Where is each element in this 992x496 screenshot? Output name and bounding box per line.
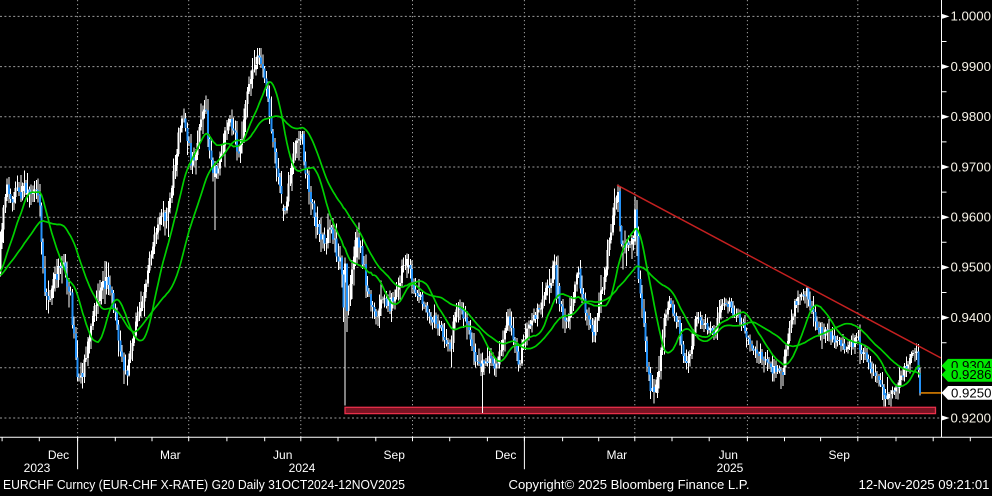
svg-text:0.9286: 0.9286 <box>951 368 992 382</box>
svg-text:Dec: Dec <box>48 448 69 462</box>
svg-text:Jun: Jun <box>273 448 292 462</box>
svg-text:0.9800: 0.9800 <box>951 110 992 124</box>
svg-text:0.9600: 0.9600 <box>951 211 992 225</box>
svg-text:2025: 2025 <box>717 461 744 475</box>
svg-text:2024: 2024 <box>289 461 316 475</box>
svg-text:0.9250: 0.9250 <box>951 386 992 400</box>
svg-text:1.0000: 1.0000 <box>951 10 992 24</box>
svg-text:Copyright© 2025 Bloomberg Fina: Copyright© 2025 Bloomberg Finance L.P. <box>509 477 750 492</box>
svg-text:2023: 2023 <box>24 461 51 475</box>
svg-text:Sep: Sep <box>829 448 851 462</box>
svg-text:0.9900: 0.9900 <box>951 60 992 74</box>
svg-text:Sep: Sep <box>384 448 406 462</box>
svg-text:Dec: Dec <box>495 448 516 462</box>
svg-text:Mar: Mar <box>160 448 181 462</box>
svg-text:0.9200: 0.9200 <box>951 411 992 425</box>
svg-text:Jun: Jun <box>719 448 738 462</box>
svg-text:EURCHF Curncy (EUR-CHF X-RATE): EURCHF Curncy (EUR-CHF X-RATE) G20 Daily… <box>3 477 405 492</box>
svg-text:Mar: Mar <box>606 448 627 462</box>
svg-text:0.9500: 0.9500 <box>951 261 992 275</box>
svg-text:0.9400: 0.9400 <box>951 311 992 325</box>
svg-text:0.9700: 0.9700 <box>951 160 992 174</box>
svg-text:12-Nov-2025 09:21:01: 12-Nov-2025 09:21:01 <box>859 477 990 492</box>
